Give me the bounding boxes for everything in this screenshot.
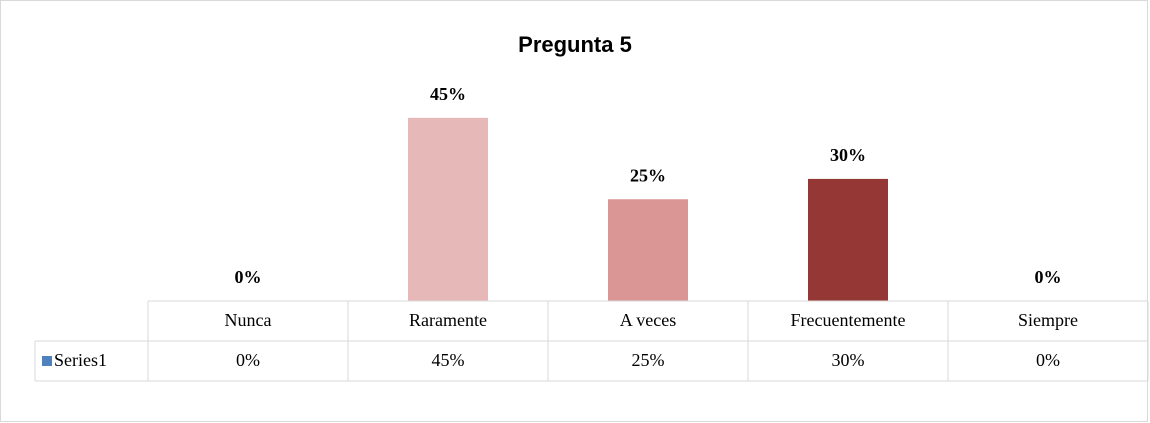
table-value: 25% (632, 350, 665, 370)
data-label: 0% (1035, 267, 1062, 287)
data-label: 30% (830, 145, 866, 165)
data-label: 0% (235, 267, 262, 287)
table-value: 30% (832, 350, 865, 370)
legend-label: Series1 (54, 350, 107, 370)
table-value: 0% (236, 350, 260, 370)
bar (408, 117, 488, 301)
x-tick-label: Siempre (1018, 310, 1078, 330)
x-tick-label: A veces (620, 310, 676, 330)
x-tick-label: Frecuentemente (791, 310, 906, 330)
x-tick-label: Nunca (225, 310, 272, 330)
x-tick-label: Raramente (409, 310, 487, 330)
table-value: 45% (432, 350, 465, 370)
bar (608, 199, 688, 301)
chart-title: Pregunta 5 (518, 32, 632, 57)
data-label: 45% (430, 84, 466, 104)
bar (808, 178, 888, 301)
legend-swatch (42, 356, 52, 366)
data-label: 25% (630, 165, 666, 185)
table-value: 0% (1036, 350, 1060, 370)
